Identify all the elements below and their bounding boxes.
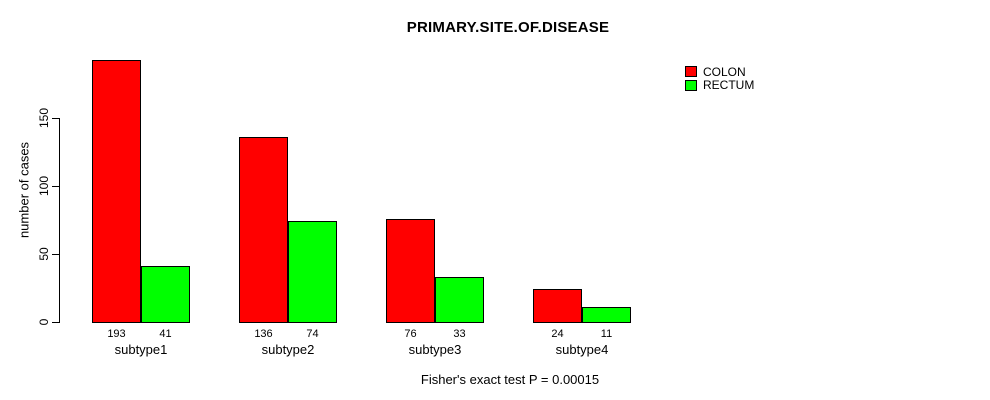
bar-value-label: 136 <box>254 328 273 340</box>
bar-colon-subtype3 <box>386 219 435 323</box>
bar-rectum-subtype4 <box>582 307 631 323</box>
colon-color-swatch <box>685 66 697 78</box>
category-label-subtype1: subtype1 <box>114 342 168 357</box>
bar-colon-subtype2 <box>239 137 288 323</box>
category-label-subtype2: subtype2 <box>261 342 315 357</box>
bar-rectum-subtype3 <box>435 277 484 323</box>
legend-label-colon: COLON <box>703 64 746 79</box>
y-axis-label-text: number of cases <box>16 141 32 239</box>
bar-value-label: 33 <box>453 328 466 340</box>
bar-rectum-subtype2 <box>288 221 337 323</box>
category-label-subtype4: subtype4 <box>555 342 609 357</box>
y-axis-line <box>59 118 60 323</box>
y-tick-label: 50 <box>37 247 51 261</box>
legend-item-colon: COLON <box>685 65 754 79</box>
y-tick-mark <box>52 118 59 119</box>
y-tick-label: 0 <box>37 318 51 326</box>
bar-value-label: 76 <box>404 328 417 340</box>
chart-title: PRIMARY.SITE.OF.DISEASE <box>406 19 610 36</box>
y-tick-label: 150 <box>37 107 51 129</box>
category-label-subtype3: subtype3 <box>408 342 462 357</box>
bar-value-label: 41 <box>159 328 172 340</box>
statistics-caption: Fisher's exact test P = 0.00015 <box>420 372 600 387</box>
y-tick-mark <box>52 322 59 323</box>
bar-value-label: 24 <box>551 328 564 340</box>
legend-item-rectum: RECTUM <box>685 78 755 93</box>
bar-rectum-subtype1 <box>141 266 190 323</box>
legend: COLON RECTUM <box>685 65 754 92</box>
bar-colon-subtype1 <box>92 60 141 323</box>
y-tick-label: 100 <box>37 175 51 197</box>
bar-value-label: 193 <box>107 328 126 340</box>
bar-value-label: 74 <box>306 328 319 340</box>
bar-value-label: 11 <box>600 328 613 340</box>
legend-label-rectum: RECTUM <box>703 78 755 93</box>
y-tick-mark <box>52 186 59 187</box>
y-tick-mark <box>52 254 59 255</box>
rectum-color-swatch <box>685 79 697 91</box>
bar-colon-subtype4 <box>533 289 582 323</box>
